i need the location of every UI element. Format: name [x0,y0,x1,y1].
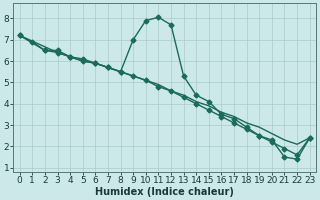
X-axis label: Humidex (Indice chaleur): Humidex (Indice chaleur) [95,187,234,197]
